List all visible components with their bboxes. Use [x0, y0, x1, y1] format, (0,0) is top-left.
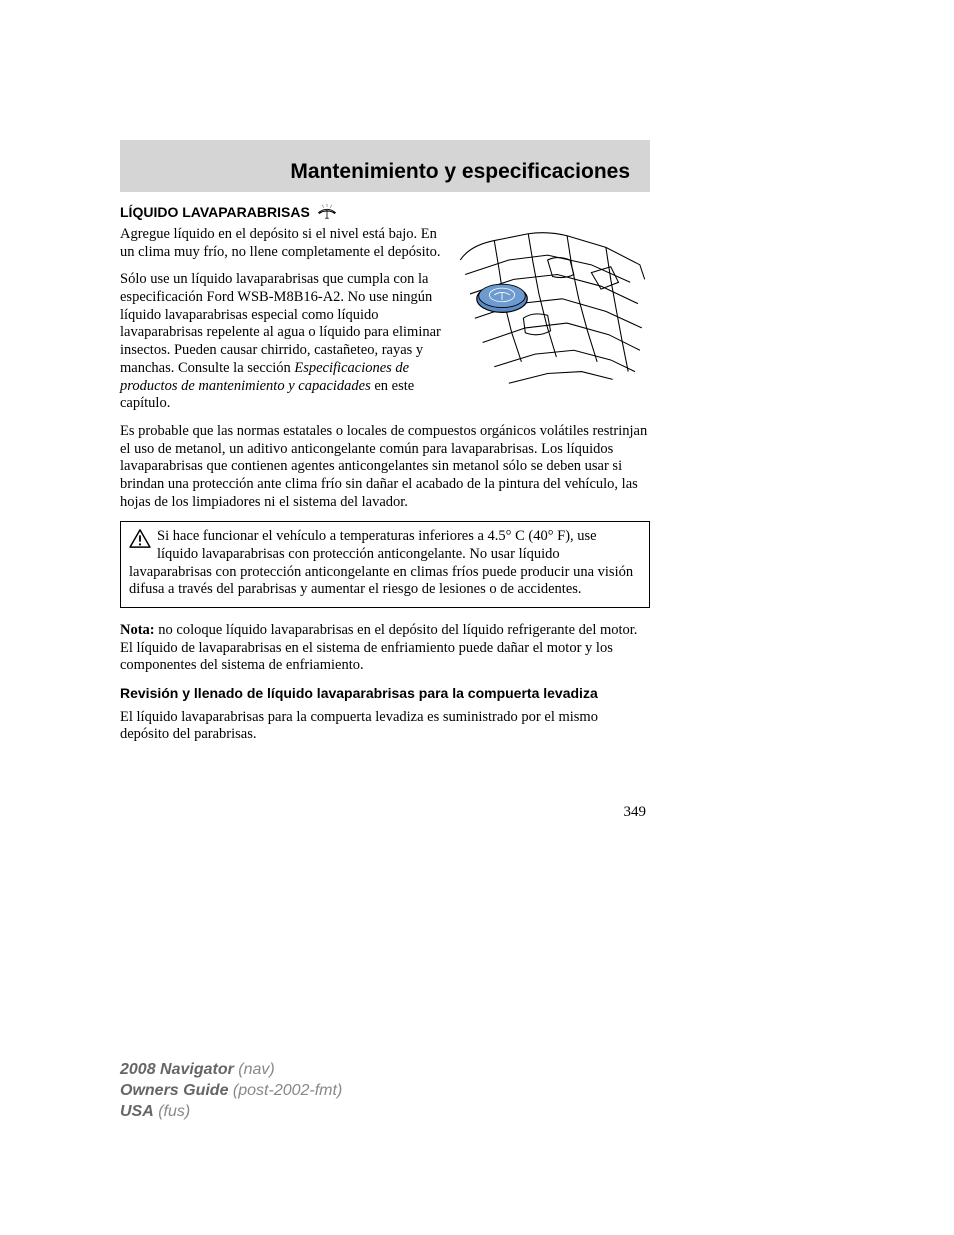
- warning-box: Si hace funcionar el vehículo a temperat…: [120, 521, 650, 608]
- para-liftgate: El líquido lavaparabrisas para la compue…: [120, 709, 650, 744]
- footer-guide: Owners Guide: [120, 1082, 228, 1099]
- footer-line-3: USA (fus): [120, 1102, 342, 1123]
- footer-line-2: Owners Guide (post-2002-fmt): [120, 1081, 342, 1102]
- note-label: Nota:: [120, 622, 155, 638]
- chapter-header-bar: Mantenimiento y especificaciones: [120, 140, 650, 192]
- engine-bay-diagram: [455, 226, 650, 391]
- manual-page: Mantenimiento y especificaciones LÍQUIDO…: [0, 0, 954, 1235]
- para-note: Nota: no coloque líquido lavaparabrisas …: [120, 622, 650, 675]
- warning-triangle-icon: [129, 529, 151, 548]
- footer-block: 2008 Navigator (nav) Owners Guide (post-…: [120, 1060, 342, 1122]
- washer-fluid-icon: [316, 204, 338, 220]
- footer-guide-fmt: (post-2002-fmt): [228, 1082, 342, 1099]
- content-region: Mantenimiento y especificaciones LÍQUIDO…: [120, 140, 650, 821]
- page-number: 349: [120, 804, 650, 821]
- heading-text: LÍQUIDO LAVAPARABRISAS: [120, 204, 310, 220]
- footer-vehicle: 2008 Navigator: [120, 1061, 234, 1078]
- section-heading-washer-fluid: LÍQUIDO LAVAPARABRISAS: [120, 204, 650, 220]
- subheading-liftgate: Revisión y llenado de líquido lavaparabr…: [120, 685, 650, 703]
- para-voc-regulations: Es probable que las normas estatales o l…: [120, 423, 650, 511]
- note-text: no coloque líquido lavaparabrisas en el …: [120, 622, 637, 673]
- warning-text: Si hace funcionar el vehículo a temperat…: [129, 528, 633, 597]
- footer-region: USA: [120, 1103, 154, 1120]
- footer-vehicle-code: (nav): [234, 1061, 275, 1078]
- body-content: LÍQUIDO LAVAPARABRISAS: [120, 192, 650, 821]
- chapter-title: Mantenimiento y especificaciones: [120, 160, 650, 184]
- footer-region-code: (fus): [154, 1103, 190, 1120]
- intro-with-diagram: Agregue líquido en el depósito si el niv…: [120, 226, 650, 423]
- footer-line-1: 2008 Navigator (nav): [120, 1060, 342, 1081]
